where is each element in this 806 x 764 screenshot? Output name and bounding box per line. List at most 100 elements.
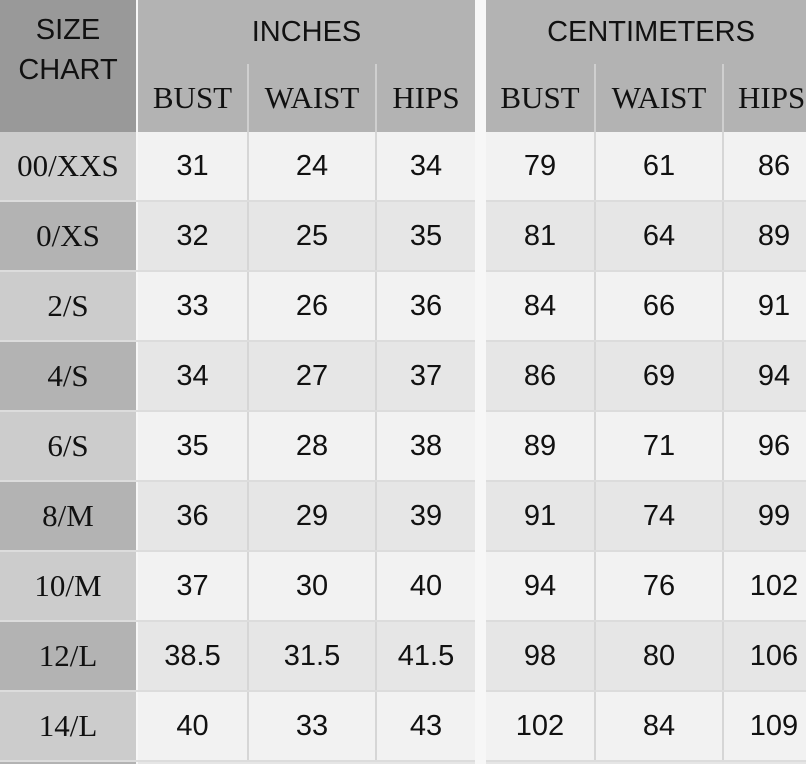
row-divider xyxy=(0,550,806,552)
cell-centimeters-hips: 96 xyxy=(757,429,791,462)
cell-centimeters-hips: 94 xyxy=(757,359,791,392)
cell-inches-bust: 38.5 xyxy=(164,639,221,672)
column-divider xyxy=(722,272,724,342)
column-divider xyxy=(375,202,377,272)
column-divider xyxy=(247,692,249,762)
row-bg xyxy=(486,272,806,340)
cell-inches-waist: 25 xyxy=(295,219,329,252)
size-label: 14/L xyxy=(0,692,136,760)
column-divider xyxy=(375,482,377,552)
column-divider xyxy=(247,272,249,342)
column-divider xyxy=(247,342,249,412)
size-label: 4/S xyxy=(0,342,136,410)
cell-inches-hips: 35 xyxy=(409,219,443,252)
row-bg xyxy=(486,692,806,760)
column-divider xyxy=(594,622,596,692)
column-divider xyxy=(375,342,377,412)
size-label xyxy=(0,762,136,764)
cell-inches-hips: 41.5 xyxy=(397,639,455,672)
cell-inches-bust: 37 xyxy=(176,569,209,602)
subheader-bg xyxy=(138,64,475,132)
cell-centimeters-bust: 86 xyxy=(523,359,557,392)
cell-centimeters-bust: 84 xyxy=(523,289,557,322)
row-bg xyxy=(138,692,475,760)
cell-inches-hips: 38 xyxy=(409,429,443,462)
cell-centimeters-bust: 89 xyxy=(523,429,557,462)
column-divider xyxy=(722,692,724,762)
row-divider xyxy=(0,410,806,412)
column-divider xyxy=(722,552,724,622)
column-divider xyxy=(247,132,249,202)
column-divider xyxy=(722,132,724,202)
row-bg xyxy=(486,202,806,270)
row-bg xyxy=(486,552,806,620)
row-divider xyxy=(0,340,806,342)
column-divider xyxy=(375,552,377,622)
cell-inches-hips: 36 xyxy=(409,289,443,322)
cell-inches-hips: 40 xyxy=(409,569,443,602)
subheader-bust: BUST xyxy=(152,80,233,115)
row-bg xyxy=(138,552,475,620)
cell-inches-bust: 40 xyxy=(176,709,209,742)
row-divider xyxy=(0,480,806,482)
cell-centimeters-hips: 109 xyxy=(749,709,799,742)
row-divider xyxy=(0,200,806,202)
row-bg xyxy=(138,132,475,200)
column-divider xyxy=(375,622,377,692)
column-divider xyxy=(247,202,249,272)
size-chart-corner: SIZE CHART xyxy=(0,0,136,132)
row-bg xyxy=(486,412,806,480)
cell-inches-hips: 37 xyxy=(409,359,443,392)
column-divider xyxy=(722,482,724,552)
cell-centimeters-waist: 61 xyxy=(642,149,676,182)
column-divider xyxy=(722,342,724,412)
column-divider xyxy=(594,272,596,342)
cell-centimeters-hips: 99 xyxy=(757,499,791,532)
row-bg xyxy=(486,482,806,550)
cell-inches-bust: 31 xyxy=(176,149,209,182)
size-label: 00/XXS xyxy=(0,132,136,200)
group-header-centimeters: CENTIMETERS xyxy=(486,0,806,64)
row-divider xyxy=(0,270,806,272)
column-divider xyxy=(375,412,377,482)
cell-inches-waist: 24 xyxy=(295,149,329,182)
cell-inches-waist: 28 xyxy=(295,429,329,462)
size-label: 8/M xyxy=(0,482,136,550)
column-divider xyxy=(594,342,596,412)
column-divider xyxy=(375,692,377,762)
subheader-bg xyxy=(486,64,806,132)
row-divider xyxy=(0,620,806,622)
cell-inches-waist: 26 xyxy=(295,289,329,322)
column-divider xyxy=(594,482,596,552)
column-divider xyxy=(594,412,596,482)
cell-centimeters-hips: 89 xyxy=(757,219,791,252)
column-divider xyxy=(375,132,377,202)
corner-text: CHART xyxy=(18,54,118,86)
cell-inches-waist: 29 xyxy=(295,499,329,532)
size-label: 12/L xyxy=(0,622,136,690)
row-bg xyxy=(138,482,475,550)
size-label: 6/S xyxy=(0,412,136,480)
cell-centimeters-hips: 102 xyxy=(749,569,799,602)
cell-centimeters-bust: 91 xyxy=(523,499,557,532)
cell-centimeters-waist: 64 xyxy=(642,219,676,252)
column-divider xyxy=(247,64,249,132)
group-gap xyxy=(475,0,486,764)
column-divider xyxy=(594,132,596,202)
cell-inches-bust: 36 xyxy=(176,499,209,532)
subheader-hips: HIPS xyxy=(392,80,460,115)
size-label: 2/S xyxy=(0,272,136,340)
cell-centimeters-waist: 76 xyxy=(642,569,676,602)
column-divider xyxy=(375,272,377,342)
row-bg xyxy=(138,762,475,764)
column-divider xyxy=(722,202,724,272)
cell-inches-waist: 30 xyxy=(295,569,329,602)
cell-centimeters-waist: 71 xyxy=(642,429,676,462)
cell-inches-bust: 32 xyxy=(176,219,209,252)
row-bg xyxy=(138,272,475,340)
row-bg xyxy=(486,342,806,410)
column-divider xyxy=(375,64,377,132)
column-divider xyxy=(247,552,249,622)
subheader-hips: HIPS xyxy=(738,80,806,115)
